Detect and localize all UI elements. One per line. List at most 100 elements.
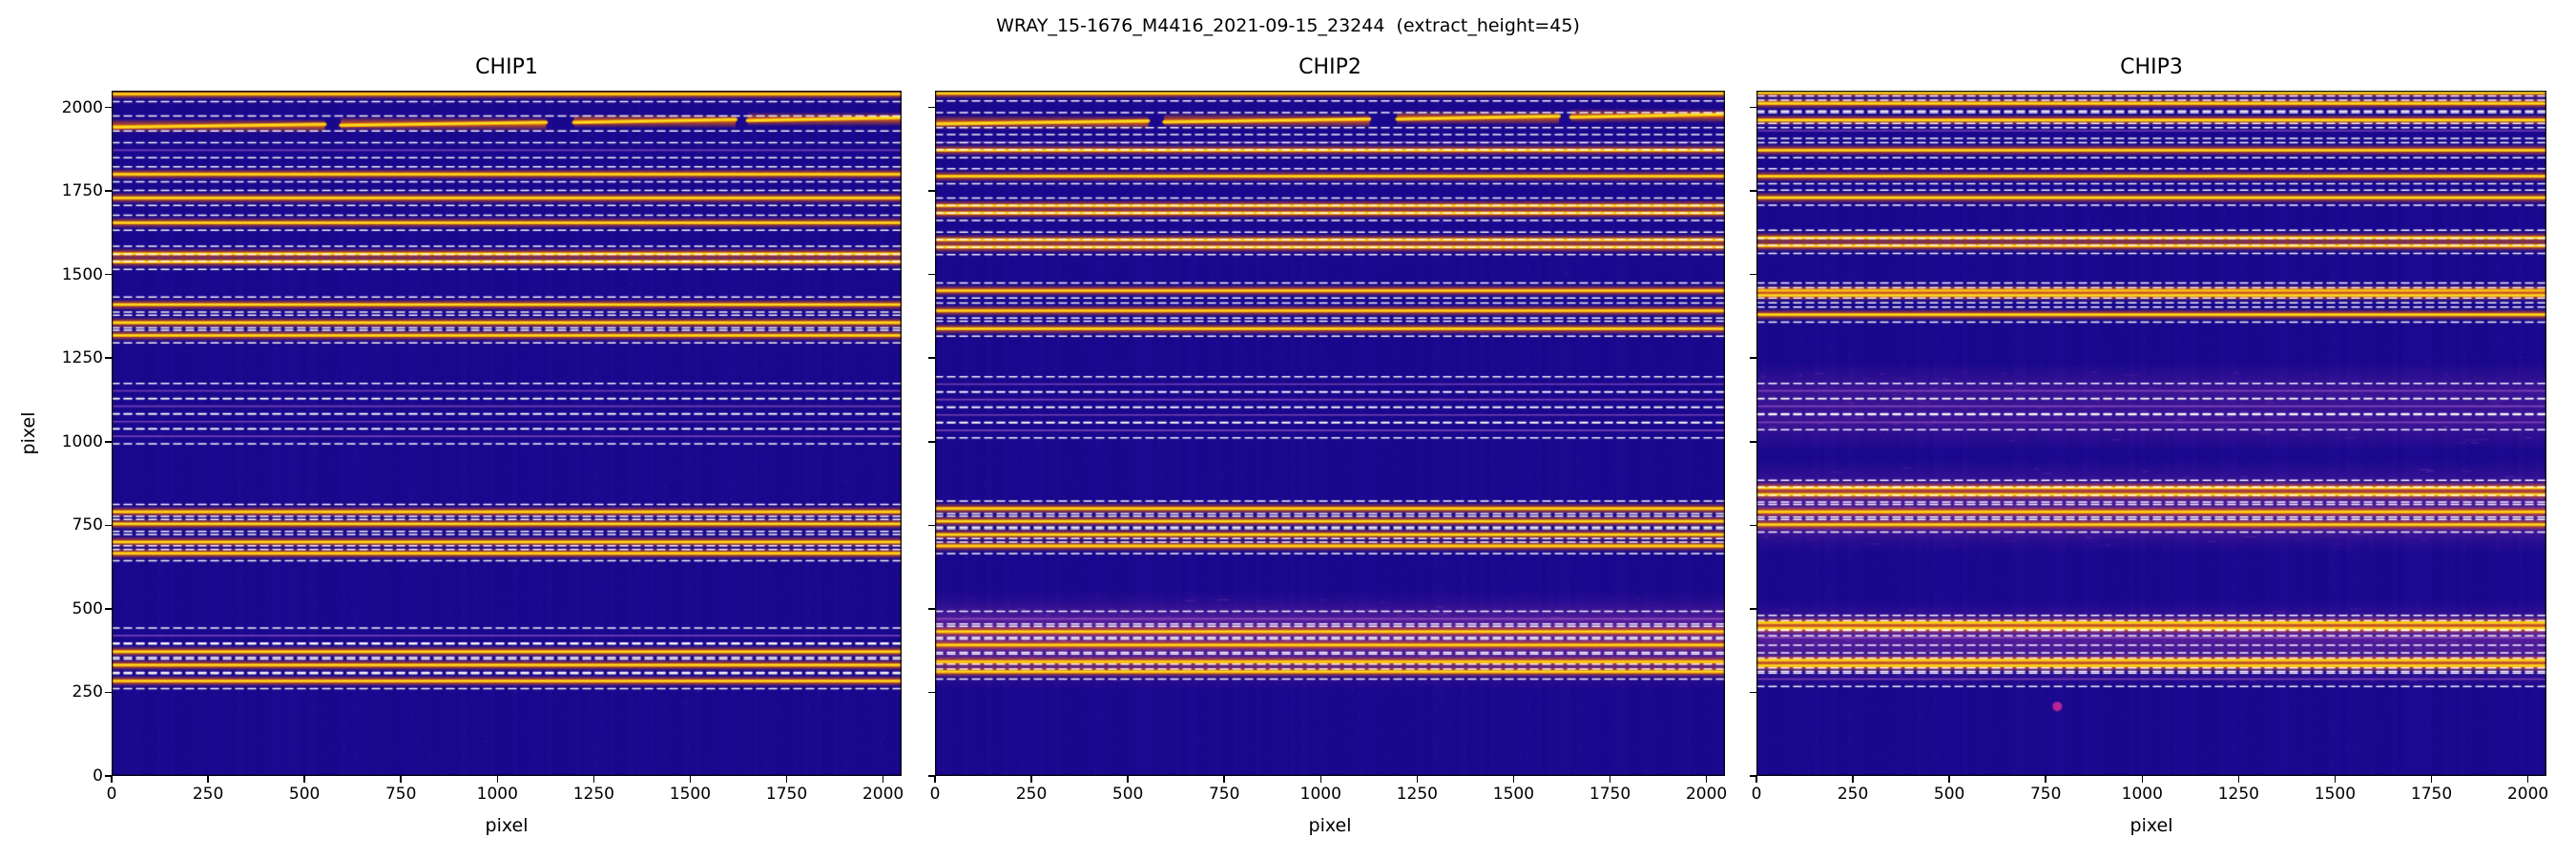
y-tick-mark xyxy=(105,106,112,109)
y-tick-mark xyxy=(1750,190,1756,192)
y-tick-mark xyxy=(105,524,112,527)
x-tick-label: 0 xyxy=(1751,785,1762,804)
x-axis-label-chip1: pixel xyxy=(485,815,529,836)
x-axis-label-chip3: pixel xyxy=(2129,815,2173,836)
x-tick-label: 1750 xyxy=(2410,785,2453,804)
x-tick-label: 1250 xyxy=(2217,785,2259,804)
x-axis-label-chip2: pixel xyxy=(1308,815,1352,836)
y-tick-label: 250 xyxy=(72,682,103,702)
y-tick-mark xyxy=(928,190,935,192)
x-tick-mark xyxy=(1223,776,1225,783)
panel-chip3: CHIP3 pixel 0 250 500 750 1000 1250 1500 1750 20… xyxy=(1750,0,2548,859)
x-tick-label: 0 xyxy=(106,785,117,804)
x-tick-mark xyxy=(785,776,788,783)
x-tick-mark xyxy=(934,776,936,783)
x-tick-label: 250 xyxy=(1015,785,1048,804)
y-tick-mark xyxy=(928,441,935,443)
x-tick-mark xyxy=(1416,776,1419,783)
y-tick-mark xyxy=(928,357,935,359)
y-tick-mark xyxy=(928,691,935,694)
panel-title-chip3: CHIP3 xyxy=(2120,55,2183,79)
y-tick-mark xyxy=(105,775,112,777)
x-tick-mark xyxy=(303,776,305,783)
plot-area-chip2 xyxy=(928,91,1725,783)
y-tick-mark xyxy=(1750,357,1756,359)
x-tick-mark xyxy=(2237,776,2240,783)
x-tick-label: 750 xyxy=(384,785,417,804)
x-tick-mark xyxy=(2141,776,2144,783)
x-tick-mark xyxy=(689,776,692,783)
x-tick-label: 250 xyxy=(1837,785,1869,804)
x-tick-mark xyxy=(400,776,402,783)
x-tick-label: 1500 xyxy=(1492,785,1535,804)
x-tick-label: 1750 xyxy=(765,785,808,804)
x-tick-label: 2000 xyxy=(862,785,904,804)
spectral-image-canvas-chip3 xyxy=(1756,91,2546,776)
x-tick-mark xyxy=(2045,776,2046,783)
y-tick-mark xyxy=(1750,273,1756,276)
x-tick-mark xyxy=(207,776,209,783)
panel-title-chip1: CHIP1 xyxy=(475,55,538,79)
x-tick-label: 1250 xyxy=(1396,785,1438,804)
y-tick-label: 2000 xyxy=(61,97,103,117)
y-tick-mark xyxy=(928,608,935,610)
x-tick-mark xyxy=(1852,776,1854,783)
y-tick-mark xyxy=(1750,775,1756,777)
x-tick-mark xyxy=(1127,776,1129,783)
panel-chip2: CHIP2 pixel 0 250 500 750 1000 1250 1500 1750 20… xyxy=(928,0,1727,859)
y-tick-mark xyxy=(928,524,935,527)
x-tick-mark xyxy=(2526,776,2529,783)
x-tick-label: 250 xyxy=(192,785,224,804)
x-tick-mark xyxy=(1030,776,1032,783)
x-tick-mark xyxy=(1705,776,1708,783)
y-tick-mark xyxy=(1750,441,1756,443)
x-tick-label: 1000 xyxy=(2121,785,2163,804)
x-tick-mark xyxy=(496,776,499,783)
y-tick-mark xyxy=(928,775,935,777)
x-tick-mark xyxy=(2334,776,2337,783)
x-tick-label: 750 xyxy=(2029,785,2062,804)
y-tick-mark xyxy=(105,608,112,610)
y-tick-mark xyxy=(105,190,112,192)
y-axis-label: pixel xyxy=(18,411,39,455)
spectral-image-canvas-chip2 xyxy=(935,91,1725,776)
y-tick-mark xyxy=(1750,691,1756,694)
x-tick-label: 500 xyxy=(1933,785,1965,804)
x-tick-label: 1250 xyxy=(572,785,614,804)
y-tick-label: 1000 xyxy=(61,431,103,451)
y-tick-label: 750 xyxy=(72,515,103,535)
spectral-image-canvas-chip1 xyxy=(112,91,902,776)
x-tick-label: 750 xyxy=(1208,785,1240,804)
x-tick-mark xyxy=(1609,776,1611,783)
plot-area-chip1: 0 250 500 750 1000 1250 1500 1750 2000 xyxy=(62,91,902,786)
x-tick-mark xyxy=(1755,776,1757,783)
panel-title-chip2: CHIP2 xyxy=(1298,55,1361,79)
x-tick-mark xyxy=(1319,776,1322,783)
x-tick-label: 0 xyxy=(929,785,941,804)
figure-title: WRAY_15-1676_M4416_2021-09-15_23244 (ext… xyxy=(996,15,1580,36)
x-tick-mark xyxy=(2430,776,2433,783)
y-tick-mark xyxy=(928,106,935,109)
x-tick-label: 2000 xyxy=(2506,785,2549,804)
x-tick-label: 1000 xyxy=(1299,785,1341,804)
x-tick-label: 1500 xyxy=(2314,785,2357,804)
y-tick-mark xyxy=(105,691,112,694)
y-tick-mark xyxy=(928,273,935,276)
x-tick-mark xyxy=(882,776,884,783)
x-tick-label: 2000 xyxy=(1685,785,1728,804)
y-tick-mark xyxy=(1750,524,1756,527)
x-tick-mark xyxy=(592,776,595,783)
y-tick-mark xyxy=(105,441,112,443)
x-tick-label: 1500 xyxy=(669,785,712,804)
y-tick-mark xyxy=(105,273,112,276)
y-tick-label: 1500 xyxy=(61,264,103,284)
x-tick-label: 1750 xyxy=(1589,785,1631,804)
x-tick-mark xyxy=(111,776,113,783)
x-tick-label: 1000 xyxy=(476,785,518,804)
y-tick-mark xyxy=(1750,608,1756,610)
panel-chip1: CHIP1 0 250 500 750 1000 1250 1500 1750 2000 pix… xyxy=(62,0,904,859)
plot-area-chip3 xyxy=(1750,91,2546,783)
y-tick-mark xyxy=(1750,106,1756,109)
x-tick-mark xyxy=(1512,776,1515,783)
